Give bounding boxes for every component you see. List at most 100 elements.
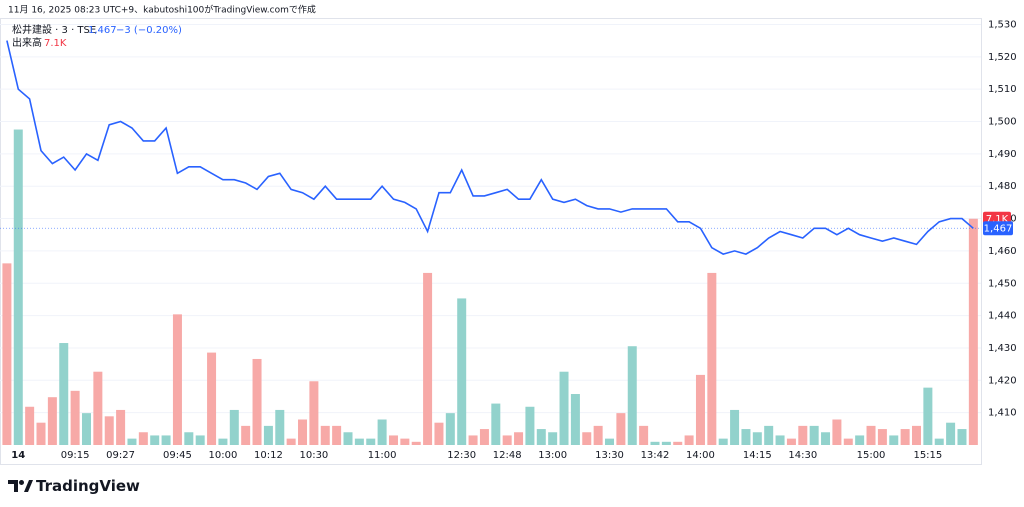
volume-bar — [923, 387, 933, 445]
volume-bar — [388, 435, 398, 445]
x-tick-label: 09:45 — [163, 450, 192, 461]
x-tick-label: 13:30 — [595, 450, 624, 461]
x-tick-label: 10:30 — [299, 450, 328, 461]
volume-bar — [639, 425, 649, 445]
volume-bar — [70, 390, 80, 445]
volume-bar — [445, 413, 455, 445]
volume-bar — [116, 409, 126, 445]
legend-volume-name: 出来高 — [12, 36, 42, 49]
volume-bar — [605, 438, 615, 445]
volume-bar — [400, 438, 410, 445]
volume-bar — [536, 429, 546, 445]
volume-bar — [809, 425, 819, 445]
volume-bar — [491, 403, 501, 445]
volume-bar — [695, 374, 705, 445]
volume-bar — [832, 419, 842, 445]
volume-bar — [377, 419, 387, 445]
price-badge — [983, 221, 1013, 236]
volume-bar — [616, 413, 626, 445]
volume-bar — [93, 371, 103, 445]
volume-bar — [218, 438, 228, 445]
volume-bar — [866, 425, 876, 445]
volume-bar — [775, 435, 785, 445]
volume-bar — [36, 422, 46, 445]
volume-bar — [684, 435, 694, 445]
volume-bar — [366, 438, 376, 445]
volume-bar — [172, 314, 182, 445]
x-tick-label: 14:00 — [686, 450, 715, 461]
x-tick-label: 12:30 — [447, 450, 476, 461]
volume-bar — [889, 435, 899, 445]
volume-bar — [912, 425, 921, 445]
y-tick-label: 1,410 — [988, 408, 1017, 419]
volume-bar — [559, 371, 569, 445]
volume-bar — [730, 409, 740, 445]
volume-bar — [411, 441, 421, 445]
volume-bar — [877, 429, 887, 445]
volume-bar — [343, 432, 353, 445]
x-tick-label: 12:48 — [493, 450, 522, 461]
logo-text: TradingView — [36, 477, 140, 495]
y-tick-label: 1,460 — [988, 246, 1017, 257]
volume-bar — [150, 435, 160, 445]
volume-bar — [309, 381, 319, 445]
volume-bar — [786, 438, 796, 445]
x-tick-label: 13:42 — [641, 450, 670, 461]
volume-bar — [627, 346, 637, 445]
x-tick-label: 15:00 — [857, 450, 886, 461]
volume-bar — [741, 429, 751, 445]
volume-bar — [263, 425, 273, 445]
volume-bar — [934, 438, 944, 445]
x-tick-label: 14 — [11, 450, 25, 461]
y-tick-label: 1,450 — [988, 278, 1017, 289]
volume-bar — [661, 441, 671, 445]
y-tick-label: 1,510 — [988, 84, 1017, 95]
volume-bar — [479, 429, 489, 445]
volume-bar — [47, 397, 57, 445]
x-tick-label: 14:30 — [788, 450, 817, 461]
volume-bar — [252, 358, 262, 445]
volume-bar — [275, 409, 285, 445]
volume-bar — [127, 438, 137, 445]
volume-bar — [13, 129, 23, 445]
volume-bar — [81, 413, 91, 445]
volume-bar — [286, 438, 296, 445]
volume-bar — [434, 422, 444, 445]
x-tick-label: 13:00 — [538, 450, 567, 461]
volume-bar — [764, 425, 774, 445]
volume-bar — [798, 425, 808, 445]
volume-bar — [468, 435, 478, 445]
volume-bar — [593, 425, 603, 445]
y-tick-label: 1,530 — [988, 19, 1017, 30]
volume-bar — [673, 441, 683, 445]
volume-bar — [650, 441, 660, 445]
volume-bar — [843, 438, 853, 445]
y-tick-label: 1,500 — [988, 117, 1017, 128]
volume-bar — [855, 435, 865, 445]
x-tick-label: 09:15 — [61, 450, 90, 461]
volume-bar — [354, 438, 364, 445]
volume-bar — [582, 432, 592, 445]
volume-bar — [229, 409, 239, 445]
x-tick-label: 10:00 — [209, 450, 238, 461]
volume-bar — [752, 432, 762, 445]
volume-bar — [548, 432, 558, 445]
volume-bar — [457, 298, 467, 445]
volume-bar — [332, 425, 342, 445]
x-tick-label: 09:27 — [106, 450, 135, 461]
volume-bar — [161, 435, 171, 445]
y-tick-label: 1,440 — [988, 311, 1017, 322]
price-badge-label: 1,467 — [984, 223, 1013, 234]
volume-bar — [298, 419, 308, 445]
volume-bar — [707, 272, 717, 445]
volume-bar — [195, 435, 205, 445]
y-tick-label: 1,490 — [988, 149, 1017, 160]
y-tick-label: 1,480 — [988, 181, 1017, 192]
x-tick-label: 14:15 — [743, 450, 772, 461]
volume-bar — [946, 422, 956, 445]
y-tick-label: 1,520 — [988, 52, 1017, 63]
volume-bar — [514, 432, 524, 445]
x-tick-label: 11:00 — [368, 450, 397, 461]
